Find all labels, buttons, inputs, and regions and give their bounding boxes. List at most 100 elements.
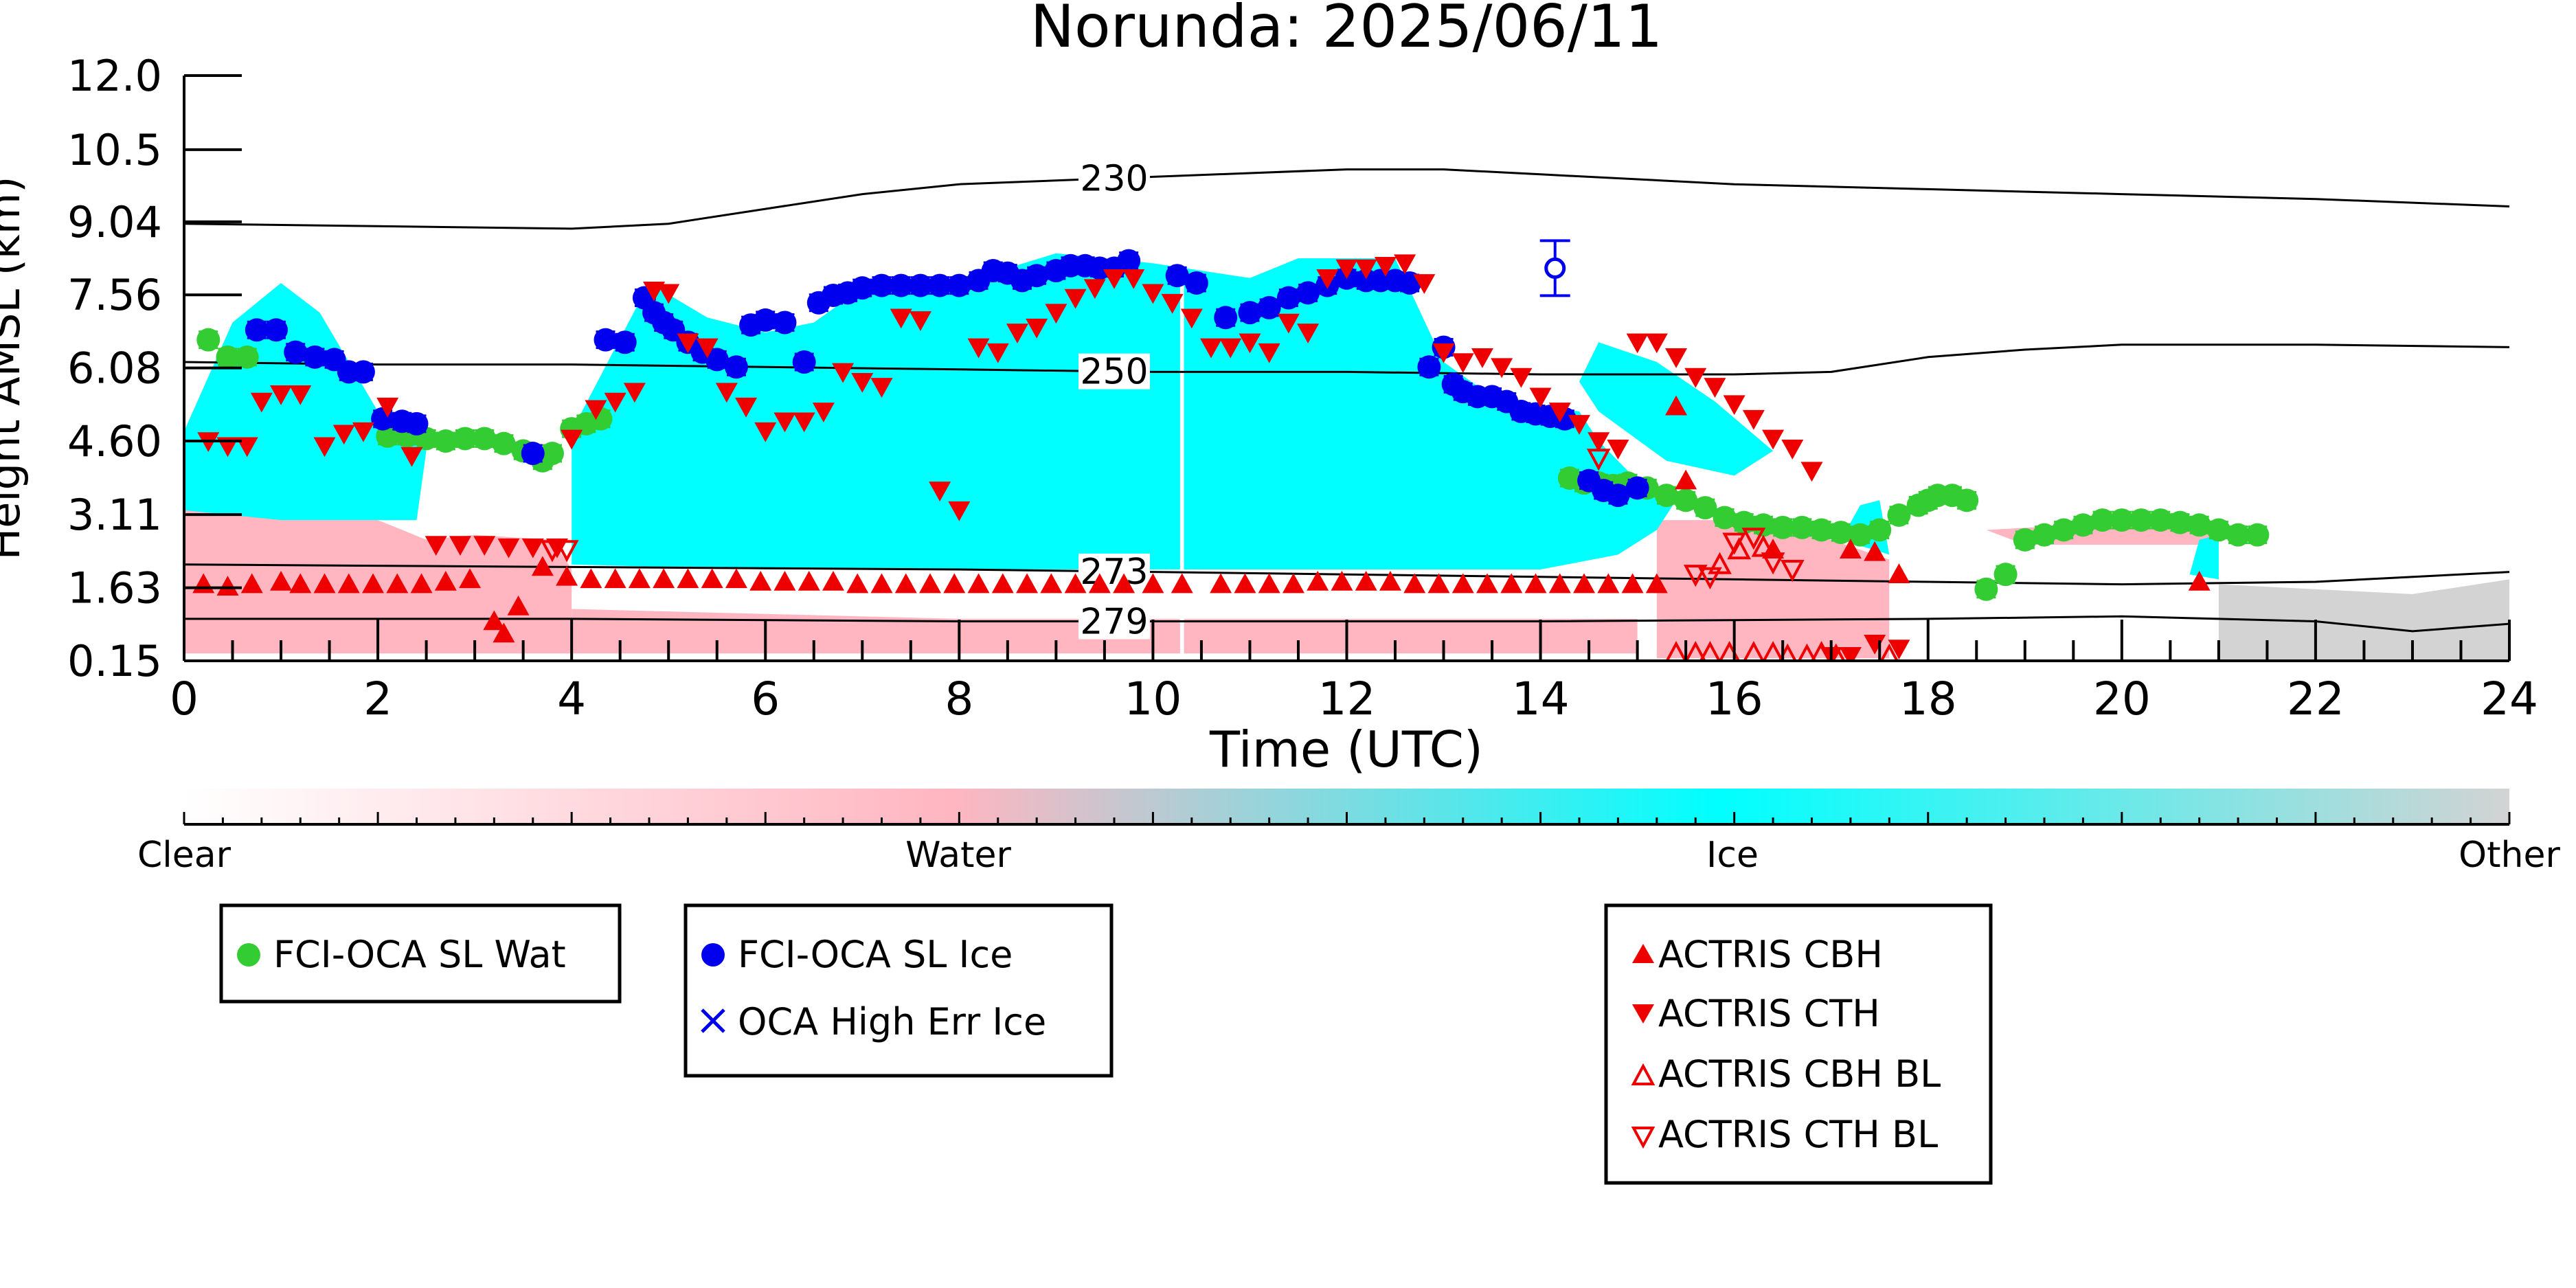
actris-cth-point-75 [1684, 368, 1707, 388]
actris-cth-point-73 [1645, 333, 1668, 354]
fci-oca-sl-wat-point-32-marker [1849, 523, 1873, 547]
fci-oca-sl-wat-point-51-marker [2187, 513, 2211, 537]
actris-cbh-point-36 [1040, 573, 1063, 594]
legend-marker-cth-bl [1631, 1127, 1656, 1149]
isotherm-line-250 [184, 343, 2509, 376]
fci-oca-sl-wat-point-50 [2168, 510, 2192, 534]
actris-cth-point-30 [812, 403, 835, 422]
fci-oca-sl-ice-point-44-marker [1117, 249, 1141, 273]
actris-cth-point-59 [1374, 257, 1397, 277]
actris-cth-point-69 [1568, 415, 1590, 435]
actris-cbh-point-22 [701, 568, 723, 589]
actris-cbh-point-24 [749, 570, 772, 591]
actris-cbh-bl-point-2 [1699, 640, 1721, 661]
fci-oca-sl-ice-point-44 [1117, 249, 1141, 273]
fci-oca-sl-ice-point-32-marker [928, 273, 952, 297]
actris-cbh-point-10 [434, 570, 457, 591]
actris-cth-point-58 [1355, 259, 1377, 280]
fci-oca-sl-ice-point-24 [792, 350, 816, 374]
fci-oca-sl-wat-point-23 [1674, 488, 1698, 512]
actris-cth-point-63 [1451, 353, 1474, 374]
actris-cbh-bl-point-1 [1684, 640, 1706, 661]
legend-label-cbh-bl: ACTRIS CBH BL [1658, 1052, 1941, 1096]
fci-oca-sl-ice-point-29-marker [870, 273, 894, 297]
fci-oca-sl-wat-point-25-marker [1713, 506, 1737, 530]
actris-cbh-point-49 [1379, 570, 1401, 591]
actris-cth-point-10 [400, 447, 423, 467]
fci-oca-sl-ice-point-1 [264, 318, 288, 342]
fci-oca-sl-wat-point-6 [433, 429, 457, 453]
fci-oca-sl-wat-point-8-marker [473, 427, 497, 451]
actris-cth-point-34 [890, 308, 912, 329]
actris-cbh-point-15 [531, 556, 554, 576]
fci-oca-sl-wat-point-52-marker [2206, 518, 2230, 542]
legend-label-oca-high-err: OCA High Err Ice [738, 1000, 1046, 1043]
fci-oca-sl-ice-point-46 [1184, 271, 1208, 295]
fci-oca-sl-wat-point-12 [540, 442, 564, 466]
actris-cbh-bl-point-0 [1665, 640, 1687, 661]
x-tick-label-4: 8 [945, 673, 973, 725]
fci-oca-sl-ice-point-30-marker [889, 273, 913, 297]
fci-oca-sl-ice-point-6 [351, 360, 375, 384]
actris-cth-point-26 [735, 397, 758, 418]
fci-oca-sl-wat-point-45-marker [2071, 513, 2095, 537]
x-tick-label-3: 6 [751, 673, 780, 725]
fci-oca-sl-ice-point-11-marker [594, 328, 618, 352]
y-tick-label-4: 6.08 [67, 343, 162, 394]
fci-oca-sl-wat-point-51 [2187, 513, 2211, 537]
actris-cth-point-4 [270, 385, 293, 405]
fci-oca-sl-wat-point-22-marker [1654, 484, 1678, 508]
y-tick-label-1: 1.63 [67, 563, 162, 613]
y-tick-label-2: 3.11 [67, 490, 162, 540]
fci-oca-sl-wat-point-6-marker [433, 429, 457, 453]
fci-oca-sl-wat-point-31 [1829, 521, 1853, 545]
plot-area: 230 250 273 279 [184, 159, 2509, 661]
actris-cth-bl-point-3 [1683, 565, 1708, 587]
actris-cbh-point-58 [1597, 573, 1620, 594]
actris-cbh-point-35 [1016, 573, 1039, 594]
fci-oca-sl-ice-point-47-marker [1214, 306, 1238, 330]
fci-oca-sl-wat-point-46-marker [2090, 508, 2114, 532]
actris-cth-bl-point-8 [1780, 559, 1805, 583]
fci-oca-sl-ice-point-48-marker [1238, 301, 1262, 325]
chart-title: Norunda: 2025/06/11 [1030, 0, 1663, 61]
fci-oca-sl-wat-point-24 [1693, 496, 1717, 520]
actris-cbh-point-27 [822, 570, 844, 591]
actris-cth-point-18 [585, 400, 607, 420]
actris-cth-point-53 [1258, 343, 1280, 363]
fci-oca-sl-wat-point-44 [2052, 518, 2076, 542]
fci-oca-sl-ice-point-45 [1165, 264, 1189, 288]
colorbar-label-clear: Clear [137, 835, 231, 876]
fci-oca-sl-wat-point-23-marker [1674, 488, 1698, 512]
fci-oca-sl-wat-point-7-marker [453, 427, 477, 451]
legend-label-cth: ACTRIS CTH [1658, 992, 1880, 1035]
fci-oca-sl-wat-point-46 [2090, 508, 2114, 532]
actris-cbh-point-43 [1234, 573, 1256, 594]
oca-high-err-ice-point-0-marker [1544, 257, 1566, 279]
actris-cbh-bl-point-10 [1879, 643, 1899, 661]
actris-cbh-point-31 [919, 573, 942, 594]
fci-oca-sl-ice-point-29 [870, 273, 894, 297]
fci-oca-sl-wat-point-53 [2226, 523, 2250, 547]
actris-cth-point-11 [425, 536, 447, 556]
actris-cbh-point-47 [1331, 570, 1353, 591]
cloud-ice-0 [184, 283, 427, 521]
fci-oca-sl-ice-point-19-marker [705, 348, 729, 372]
legend-actris: ACTRIS CBH ACTRIS CTH ACTRIS CBH BL ACTR… [1604, 903, 1993, 1185]
actris-cth-point-23 [677, 333, 699, 354]
actris-cbh-point-30 [894, 573, 917, 594]
legend-marker-oca-wat [237, 943, 260, 967]
actris-cbh-point-54 [1500, 573, 1523, 594]
fci-oca-sl-wat-point-0 [196, 328, 221, 352]
actris-cth-bl-point-6 [1741, 528, 1766, 550]
actris-cth-point-27 [754, 422, 777, 442]
actris-cth-bl-point-7 [1761, 552, 1785, 575]
fci-oca-sl-ice-point-0-marker [245, 318, 269, 342]
fci-oca-sl-wat-point-47 [2110, 508, 2134, 532]
fci-oca-sl-wat-point-45 [2071, 513, 2095, 537]
actris-cbh-point-1 [216, 576, 239, 596]
fci-oca-sl-wat-point-22 [1654, 484, 1678, 508]
actris-cth-bl-point-0 [540, 540, 565, 563]
actris-cbh-point-28 [846, 573, 869, 594]
